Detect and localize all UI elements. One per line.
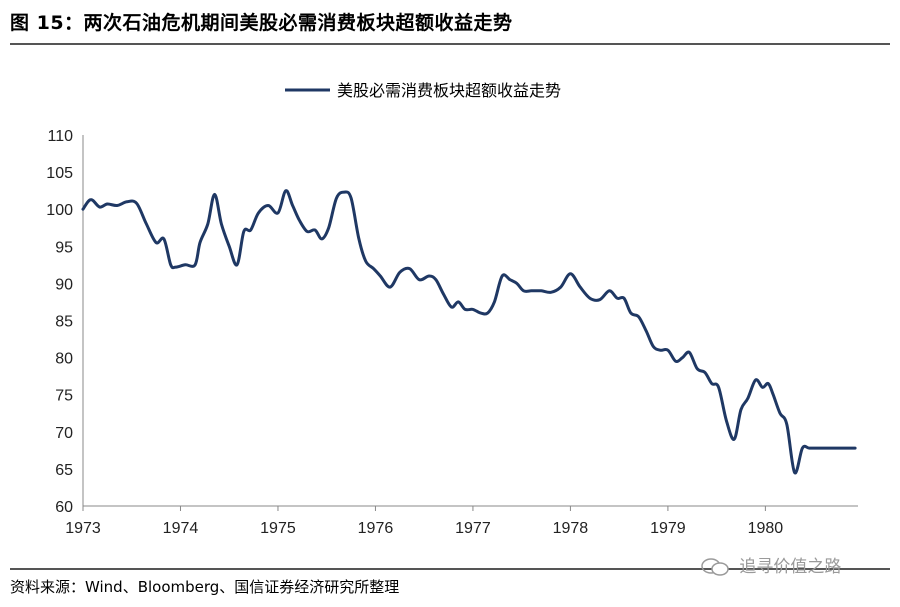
y-tick-label: 60 [55, 499, 73, 516]
y-tick-label: 100 [46, 202, 73, 219]
x-tick-label: 1980 [748, 520, 784, 537]
legend-label: 美股必需消费板块超额收益走势 [337, 81, 561, 100]
line-chart: 美股必需消费板块超额收益走势 60 65 70 75 80 85 90 95 100 105 110… [46, 81, 858, 537]
wechat-icon [701, 558, 729, 576]
figure-title: 图 15：两次石油危机期间美股必需消费板块超额收益走势 [10, 12, 513, 34]
y-tick-label: 75 [55, 388, 73, 405]
y-tick-label: 65 [55, 462, 73, 479]
watermark: 追寻价值之路 [700, 552, 841, 577]
y-tick-label: 110 [47, 128, 73, 145]
top-divider [10, 43, 890, 45]
y-tick-label: 85 [55, 314, 73, 331]
bottom-divider [10, 568, 890, 570]
legend: 美股必需消费板块超额收益走势 [285, 81, 561, 100]
series-line [81, 189, 857, 475]
y-tick-label: 95 [55, 239, 73, 256]
x-tick-label: 1978 [553, 520, 589, 537]
x-tick-label: 1973 [65, 520, 101, 537]
y-tick-label: 90 [55, 276, 73, 293]
y-tick-label: 70 [55, 425, 73, 442]
x-tick-label: 1977 [455, 520, 491, 537]
x-tick-label: 1974 [163, 520, 199, 537]
x-tick-label: 1975 [260, 520, 296, 537]
source-note: 资料来源：Wind、Bloomberg、国信证券经济研究所整理 [10, 578, 400, 596]
y-tick-label: 80 [55, 351, 73, 368]
x-tick-label: 1976 [358, 520, 394, 537]
y-axis-ticks: 60 65 70 75 80 85 90 95 100 105 110 [46, 128, 73, 516]
y-tick-label: 105 [46, 165, 73, 182]
x-tick-label: 1979 [650, 520, 686, 537]
watermark-text: 追寻价值之路 [739, 557, 842, 577]
x-axis-ticks: 1973 1974 1975 1976 1977 1978 1979 1980 [65, 506, 783, 537]
